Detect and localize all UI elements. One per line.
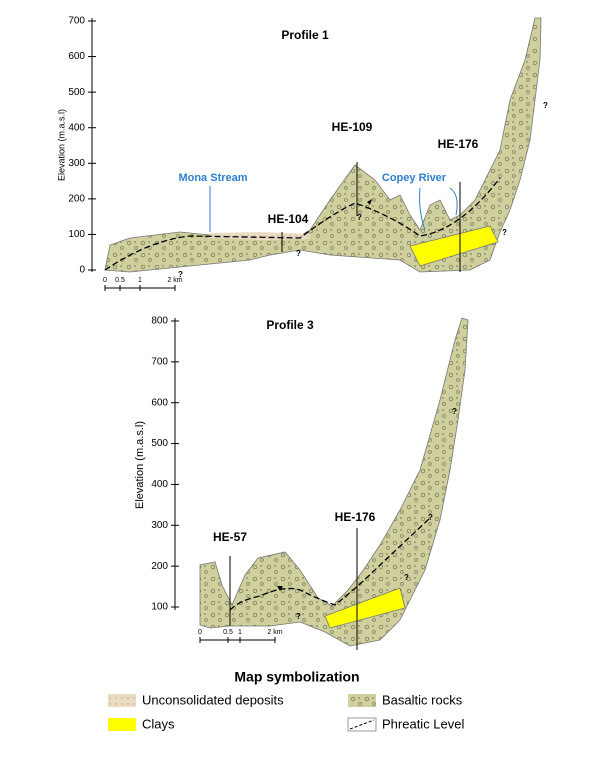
legend-label: Basaltic rocks	[382, 692, 463, 707]
question-mark: ?	[178, 270, 183, 279]
swatch-line	[349, 719, 375, 730]
scale-label: 0.5	[223, 629, 233, 636]
legend: Map symbolization Unconsolidated deposit…	[108, 669, 464, 732]
well-label: HE-57	[213, 530, 247, 544]
scale-label: 0	[103, 277, 107, 284]
stream-pointer	[419, 187, 426, 231]
question-mark: ?	[296, 249, 301, 258]
profile-1: Profile 1 Elevation (m.a.s.l) Mona Strea…	[56, 17, 542, 289]
scale-label: 1	[138, 277, 142, 284]
legend-label: Clays	[142, 716, 175, 731]
well-label: HE-176	[438, 137, 479, 151]
clays	[409, 225, 499, 267]
well-label: HE-109	[332, 120, 373, 134]
swatch	[108, 718, 136, 731]
legend-title: Map symbolization	[234, 669, 359, 685]
legend-label: Unconsolidated deposits	[142, 692, 284, 707]
stream-pointer	[449, 187, 458, 216]
y-tick-label: 300	[151, 520, 168, 531]
clays	[324, 587, 406, 629]
y-tick-label: 800	[151, 316, 168, 327]
question-mark: ?	[404, 573, 409, 582]
scale-label: 2 km	[267, 629, 282, 636]
profile-3: Profile 3 Elevation (m.a.s.l) HE-57 HE-1…	[134, 317, 469, 650]
y-tick-label: 400	[151, 479, 168, 490]
y-tick-label: 500	[151, 438, 168, 449]
scale-label: 1	[238, 629, 242, 636]
swatch	[108, 694, 136, 707]
y-tick-label: 400	[68, 122, 85, 133]
flow-arrow	[367, 199, 372, 205]
stream-label: Copey River	[382, 172, 447, 184]
phreatic-level	[229, 517, 431, 611]
scale-label: 0	[198, 629, 202, 636]
question-mark: ?	[502, 228, 507, 237]
y-tick-label: 600	[68, 51, 85, 62]
y-tick-label: 700	[151, 356, 168, 367]
flow-arrow	[277, 586, 283, 591]
scale-label: 2 km	[167, 277, 182, 284]
y-tick-label: 700	[68, 16, 85, 27]
legend-label: Phreatic Level	[382, 716, 464, 731]
stream-label: Mona Stream	[178, 172, 247, 184]
y-tick-label: 600	[151, 397, 168, 408]
phreatic-level	[104, 177, 501, 271]
question-mark: ?	[452, 407, 457, 416]
y-axis-label: Elevation (m.a.s.l)	[56, 109, 66, 181]
profile-title: Profile 1	[281, 28, 329, 42]
question-mark: ?	[428, 513, 433, 522]
y-tick-label: 200	[68, 193, 85, 204]
well-label: HE-104	[268, 212, 309, 226]
question-mark: ?	[296, 612, 301, 621]
y-tick-label: 300	[68, 158, 85, 169]
basaltic-rocks	[104, 17, 542, 273]
unconsolidated-deposits	[210, 232, 310, 240]
y-tick-label: 0	[79, 265, 85, 276]
profile-title: Profile 3	[266, 318, 314, 332]
y-tick-label: 200	[151, 561, 168, 572]
basaltic-rocks	[199, 317, 469, 647]
swatch	[348, 694, 376, 707]
y-tick-label: 100	[68, 229, 85, 240]
y-tick-label: 500	[68, 87, 85, 98]
scale-label: 0.5	[115, 277, 125, 284]
question-mark: ?	[543, 101, 548, 110]
y-axis-label: Elevation (m.a.s.l)	[134, 421, 146, 509]
y-tick-label: 100	[151, 602, 168, 613]
well-label: HE-176	[335, 510, 376, 524]
question-mark: ?	[357, 213, 362, 222]
